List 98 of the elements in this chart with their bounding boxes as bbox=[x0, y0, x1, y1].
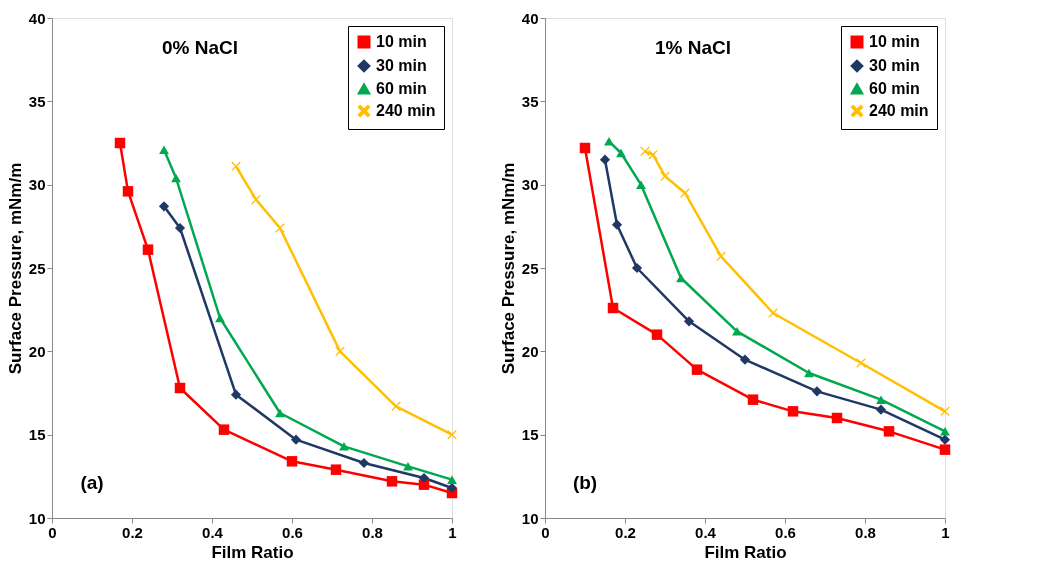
point bbox=[114, 137, 126, 149]
y-tick-label: 10 bbox=[28, 509, 46, 527]
y-tick-label: 30 bbox=[28, 176, 46, 194]
point bbox=[447, 429, 457, 440]
point bbox=[358, 457, 370, 469]
point bbox=[739, 354, 751, 365]
point bbox=[811, 386, 823, 397]
point bbox=[691, 364, 703, 375]
point bbox=[939, 434, 951, 445]
legend-label: 60 min bbox=[376, 80, 427, 97]
x-tick-label: 0.8 bbox=[855, 523, 876, 541]
point bbox=[883, 426, 895, 437]
point bbox=[651, 329, 663, 340]
point bbox=[660, 171, 670, 182]
y-tick-label: 20 bbox=[28, 342, 46, 360]
y-tick-label: 40 bbox=[28, 9, 46, 27]
point bbox=[876, 395, 886, 404]
legend-label: 30 min bbox=[376, 57, 427, 74]
point bbox=[831, 412, 843, 424]
point bbox=[683, 316, 695, 327]
y-tick-label: 10 bbox=[521, 509, 539, 527]
point bbox=[286, 456, 298, 467]
point bbox=[940, 427, 950, 436]
y-tick-label: 25 bbox=[28, 259, 46, 277]
point bbox=[616, 148, 626, 158]
point bbox=[122, 186, 134, 197]
y-tick-label: 35 bbox=[521, 92, 539, 110]
point bbox=[335, 346, 345, 357]
point bbox=[747, 394, 759, 405]
point bbox=[403, 462, 413, 471]
point bbox=[940, 406, 950, 417]
point bbox=[158, 201, 170, 212]
y-tick-label: 20 bbox=[521, 342, 539, 360]
x-axis-title: Film Ratio bbox=[704, 542, 787, 562]
legend-label: 60 min bbox=[869, 80, 920, 97]
legend-label: 30 min bbox=[869, 57, 920, 74]
point bbox=[231, 161, 241, 172]
point bbox=[787, 406, 799, 417]
point bbox=[676, 273, 686, 283]
point bbox=[339, 442, 349, 451]
point bbox=[215, 313, 225, 323]
x-tick-label: 0.6 bbox=[282, 523, 303, 541]
x-tick-label: 0.2 bbox=[615, 523, 636, 541]
point bbox=[939, 444, 951, 455]
y-tick-label: 35 bbox=[28, 92, 46, 110]
legend-label: 10 min bbox=[869, 33, 920, 50]
annotation: 1% NaCl bbox=[654, 37, 732, 58]
y-axis-title: Surface Pressure, mNm/m bbox=[498, 162, 518, 375]
point bbox=[330, 464, 342, 475]
annotation: (b) bbox=[572, 472, 598, 493]
y-tick-label: 40 bbox=[521, 9, 539, 27]
x-tick-label: 0.4 bbox=[695, 523, 717, 541]
x-tick-label: 1 bbox=[941, 523, 950, 541]
y-tick-label: 15 bbox=[521, 426, 539, 444]
point bbox=[275, 408, 285, 418]
point bbox=[640, 146, 650, 157]
point bbox=[636, 180, 646, 189]
point bbox=[142, 244, 154, 255]
point bbox=[604, 137, 614, 146]
x-tick-label: 0.2 bbox=[122, 523, 143, 541]
point bbox=[732, 327, 742, 336]
point bbox=[171, 173, 181, 183]
legend-label: 240 min bbox=[869, 102, 929, 119]
x-tick-label: 0.8 bbox=[362, 523, 383, 541]
annotation: 0% NaCl bbox=[161, 37, 239, 58]
x-tick-label: 0 bbox=[541, 523, 550, 541]
x-tick-label: 0 bbox=[48, 523, 57, 541]
point bbox=[875, 404, 887, 415]
point bbox=[599, 154, 611, 165]
x-tick-label: 0.4 bbox=[202, 523, 224, 541]
point bbox=[648, 149, 658, 160]
y-tick-label: 25 bbox=[521, 259, 539, 277]
point bbox=[290, 434, 302, 445]
point bbox=[631, 262, 643, 274]
y-axis-title: Surface Pressure, mNm/m bbox=[5, 162, 25, 375]
point bbox=[174, 382, 186, 394]
point bbox=[174, 222, 186, 234]
point bbox=[386, 476, 398, 487]
annotation: (a) bbox=[80, 472, 104, 493]
legend-label: 240 min bbox=[376, 102, 436, 119]
point bbox=[418, 472, 430, 484]
point bbox=[716, 251, 726, 262]
x-axis-title: Film Ratio bbox=[211, 542, 294, 562]
point bbox=[230, 389, 242, 400]
point bbox=[159, 145, 169, 154]
y-tick-label: 30 bbox=[521, 176, 539, 194]
legend-label: 10 min bbox=[376, 33, 427, 50]
point bbox=[251, 194, 261, 205]
point bbox=[607, 302, 619, 314]
point bbox=[579, 142, 591, 154]
y-tick-label: 15 bbox=[28, 426, 46, 444]
x-tick-label: 0.6 bbox=[775, 523, 796, 541]
point bbox=[804, 368, 814, 378]
point bbox=[218, 424, 230, 435]
point bbox=[391, 401, 401, 412]
point bbox=[611, 219, 623, 230]
point bbox=[447, 475, 457, 484]
x-tick-label: 1 bbox=[448, 523, 457, 541]
